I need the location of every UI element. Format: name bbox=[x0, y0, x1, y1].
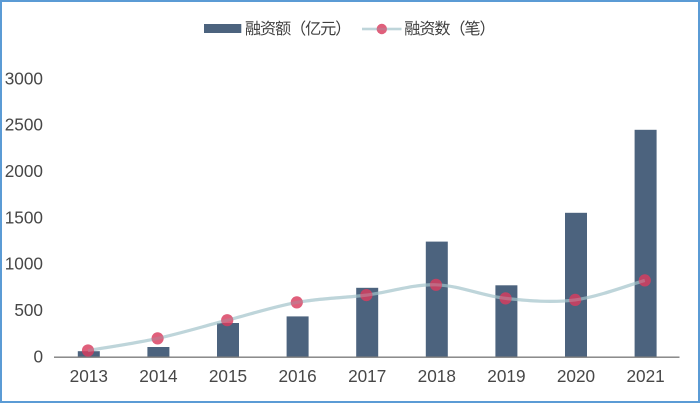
svg-text:2015: 2015 bbox=[209, 366, 247, 386]
svg-text:2021: 2021 bbox=[626, 366, 664, 386]
svg-text:2018: 2018 bbox=[418, 366, 456, 386]
svg-text:2019: 2019 bbox=[487, 366, 525, 386]
svg-text:1500: 1500 bbox=[5, 207, 43, 227]
svg-text:3000: 3000 bbox=[5, 68, 43, 88]
svg-text:2500: 2500 bbox=[5, 115, 43, 135]
svg-text:1000: 1000 bbox=[5, 254, 43, 274]
svg-text:2017: 2017 bbox=[348, 366, 386, 386]
svg-text:2016: 2016 bbox=[278, 366, 316, 386]
svg-text:2014: 2014 bbox=[139, 366, 178, 386]
svg-text:0: 0 bbox=[33, 346, 43, 366]
svg-text:2000: 2000 bbox=[5, 161, 43, 181]
svg-text:2020: 2020 bbox=[557, 366, 595, 386]
svg-text:2013: 2013 bbox=[70, 366, 108, 386]
svg-text:500: 500 bbox=[14, 300, 43, 320]
